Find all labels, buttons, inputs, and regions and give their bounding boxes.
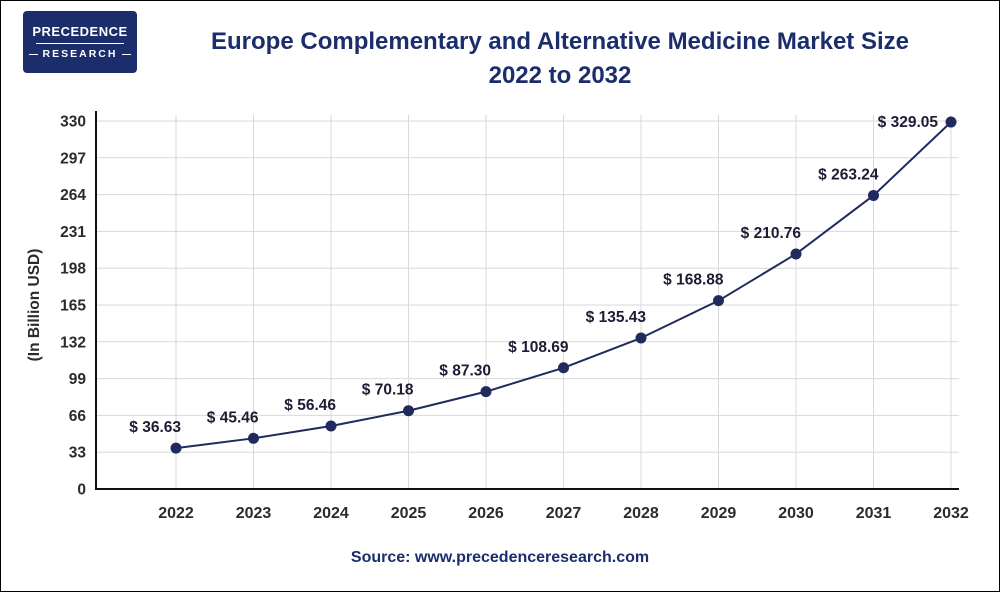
data-point [945,116,957,128]
logo-line1: PRECEDENCE [32,24,128,39]
data-label: $ 87.30 [439,363,491,380]
data-label: $ 168.88 [663,272,724,289]
data-label: $ 329.05 [878,114,939,131]
data-point [170,442,182,454]
data-point [790,248,802,260]
x-tick-label: 2032 [933,505,969,522]
y-tick-label: 231 [60,224,86,241]
logo-line2: RESEARCH [42,48,118,60]
x-tick-label: 2026 [468,505,504,522]
x-tick-label: 2031 [856,505,892,522]
logo-divider [36,43,124,44]
data-label: $ 263.24 [818,166,879,183]
data-points [170,116,957,454]
data-point [868,189,879,201]
x-tick-label: 2027 [546,505,582,522]
y-tick-labels: 0 33 66 99 132 165 198 231 264 297 330 [60,114,86,499]
y-tick-label: 132 [60,334,86,351]
data-label: $ 135.43 [586,309,647,326]
x-tick-label: 2024 [313,505,349,522]
data-point [325,420,337,432]
data-label: $ 210.76 [741,225,802,242]
y-tick-label: 66 [69,408,87,425]
page-title-line1: Europe Complementary and Alternative Med… [211,28,909,55]
data-point [480,386,492,398]
data-point [248,432,259,444]
logo-line2-row: RESEARCH [28,48,132,60]
x-tick-label: 2029 [701,505,737,522]
data-label: $ 70.18 [362,382,414,399]
y-tick-label: 330 [60,114,86,131]
data-label: $ 36.63 [129,419,181,436]
y-tick-label: 0 [77,482,86,499]
logo-dash-right [122,53,132,55]
y-axis-title: (In Billion USD) [26,249,43,362]
y-tick-label: 198 [60,261,86,278]
x-tick-label: 2022 [158,505,194,522]
data-label: $ 108.69 [508,339,569,356]
data-labels: $ 36.63 $ 45.46 $ 56.46 $ 70.18 $ 87.30 $ 108… [129,114,938,436]
logo-dash-left [28,53,38,55]
y-tick-label: 99 [69,371,87,388]
x-tick-label: 2030 [778,505,814,522]
precedence-research-logo: PRECEDENCE RESEARCH [23,11,137,73]
data-point [635,332,647,344]
data-point [403,405,414,417]
page-title-line2: 2022 to 2032 [488,61,632,89]
source-text: Source: www.precedenceresearch.com [350,549,650,566]
y-tick-label: 33 [69,445,87,462]
x-tick-label: 2025 [391,505,427,522]
data-label: $ 45.46 [207,409,259,426]
x-tick-label: 2028 [623,505,659,522]
data-point [713,295,724,307]
data-point [558,362,569,374]
x-tick-labels: 2022 2023 2024 2025 2026 2027 2028 2029 2030 2031… [158,505,969,522]
data-label: $ 56.46 [284,397,336,414]
y-tick-label: 297 [60,150,86,167]
y-tick-label: 264 [60,187,86,204]
y-tick-label: 165 [60,298,86,315]
x-tick-label: 2023 [236,505,272,522]
page-title: Europe Complementary and Alternative Med… [141,25,979,92]
